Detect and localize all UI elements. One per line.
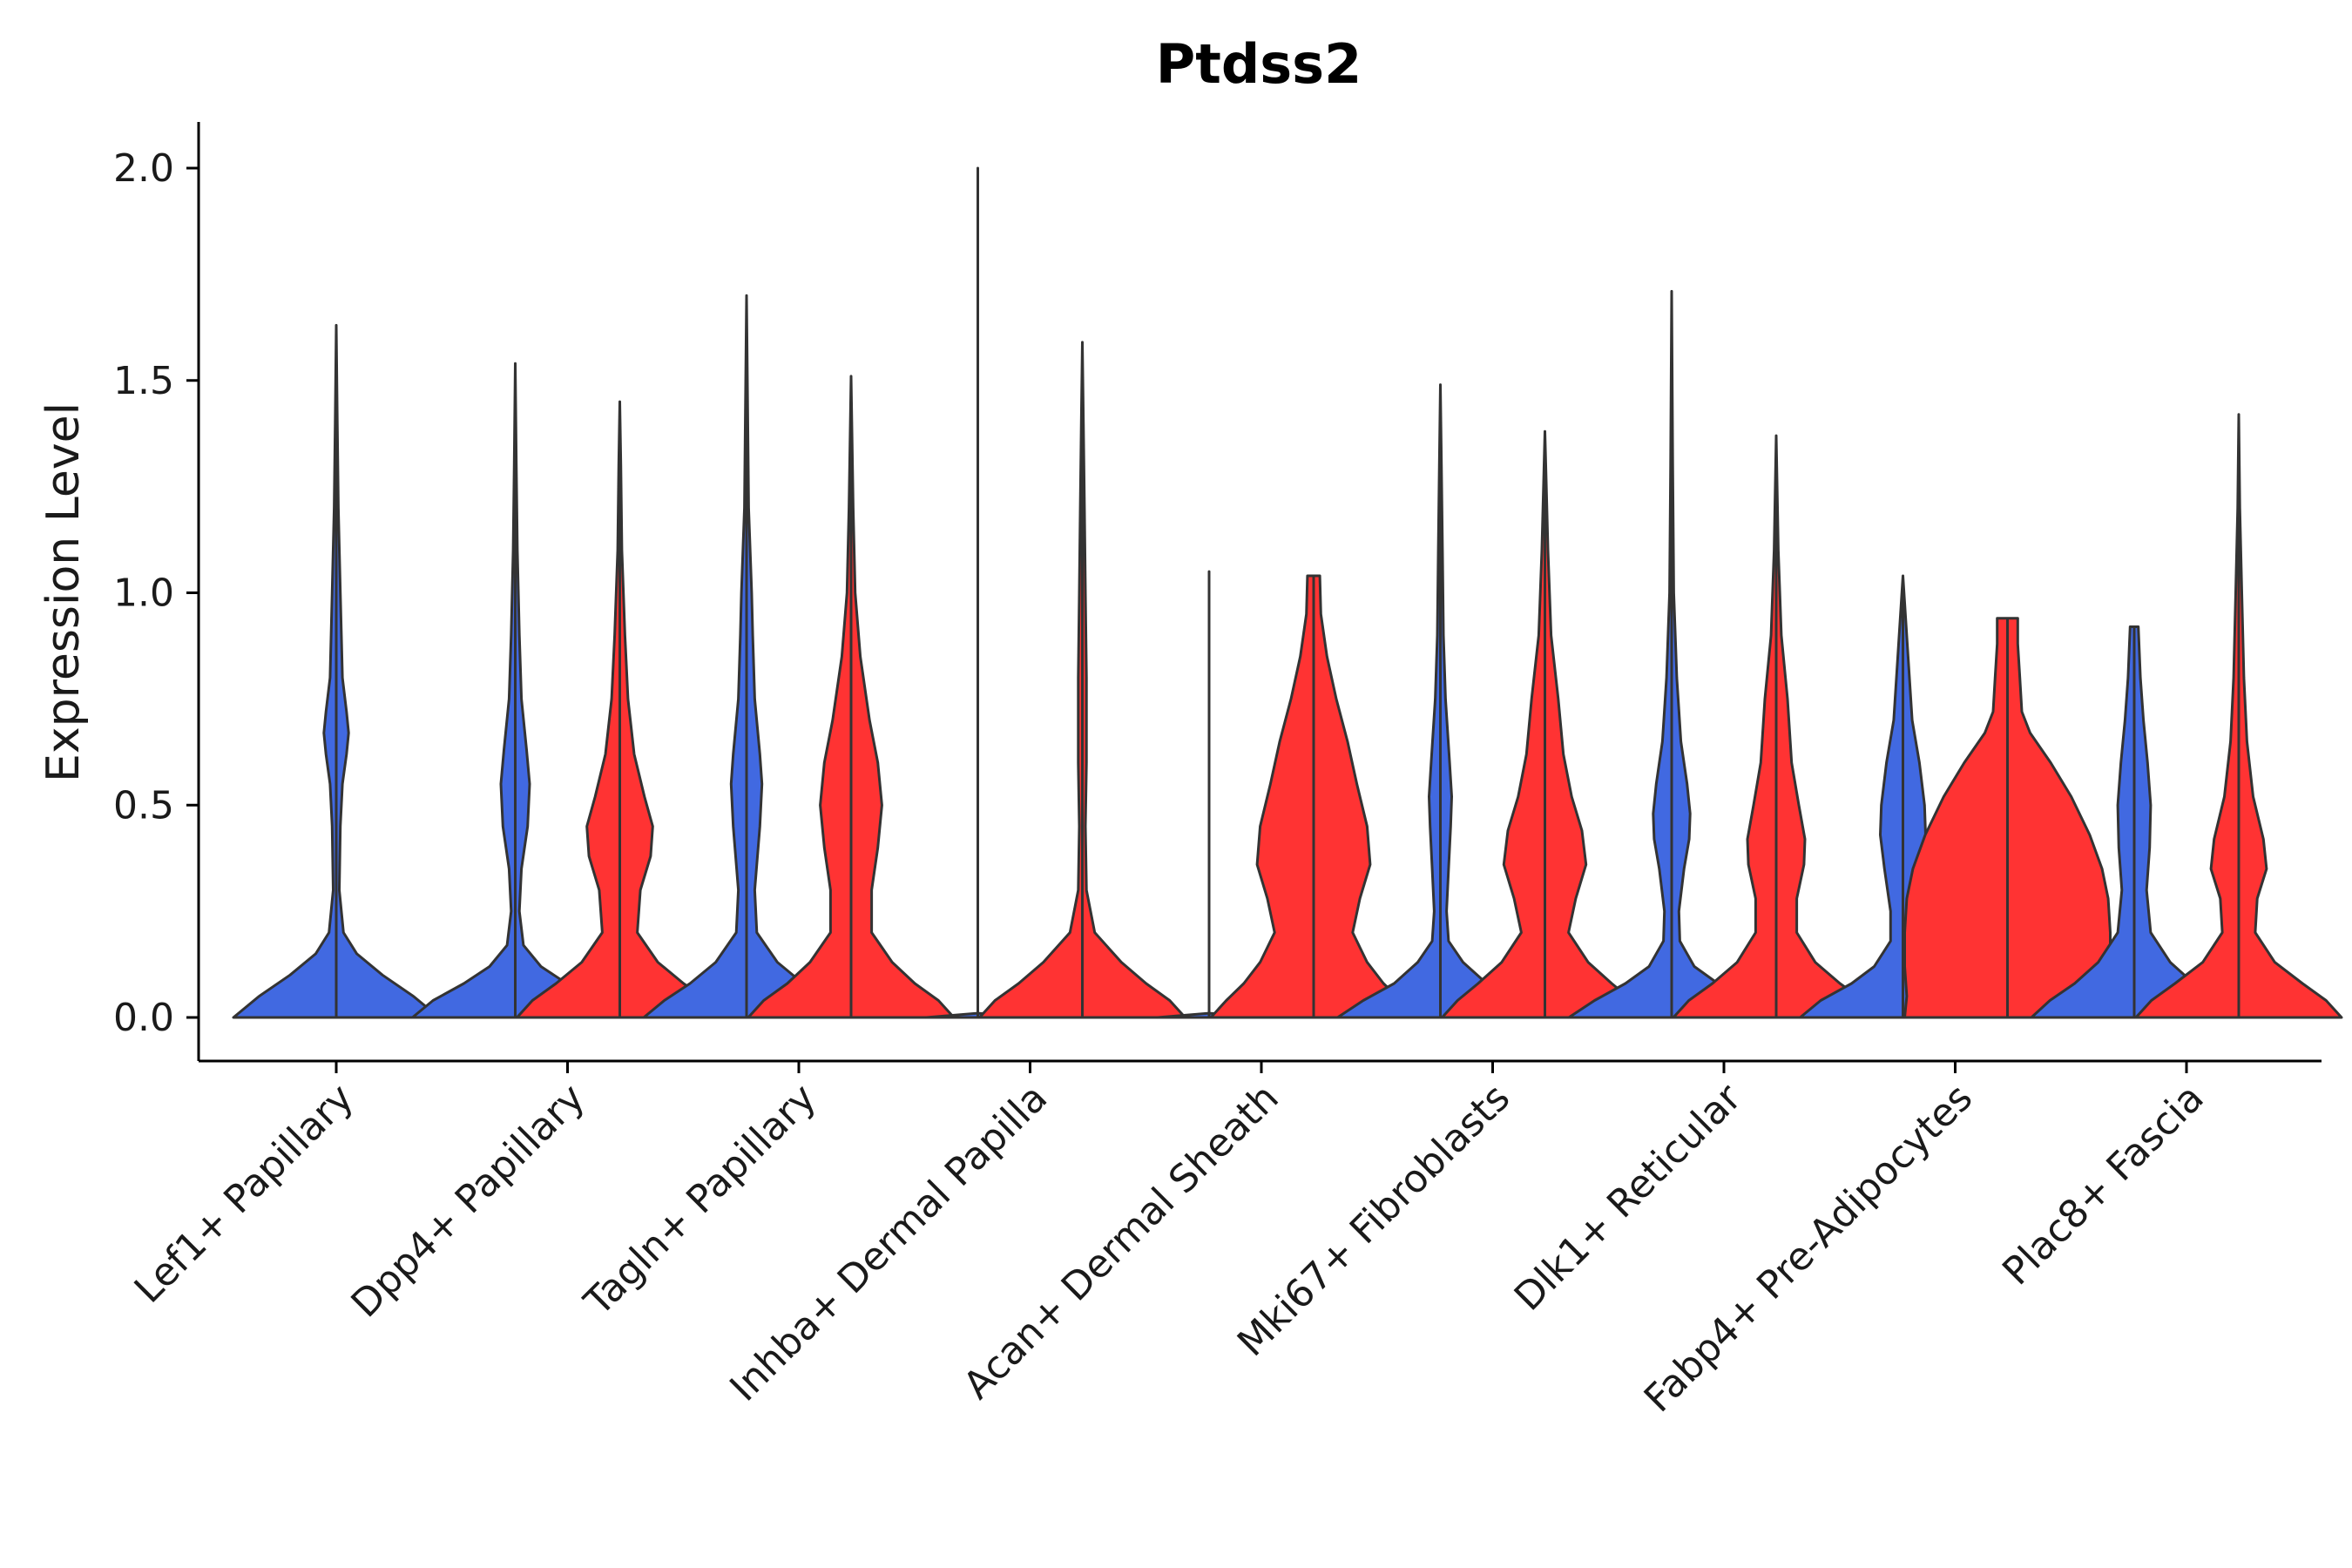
x-tick-label: Dpp4+ Papillary — [343, 1076, 594, 1327]
y-axis-label: Expression Level — [37, 402, 90, 782]
x-tick-label: Lef1+ Papillary — [126, 1076, 362, 1312]
x-tick-label: Plac8+ Fascia — [1994, 1076, 2213, 1294]
x-tick-label: Tagln+ Papillary — [576, 1076, 825, 1325]
y-tick-label: 1.0 — [113, 571, 174, 616]
y-tick-label: 1.5 — [113, 359, 174, 403]
y-tick-label: 0.0 — [113, 996, 174, 1040]
violins-layer — [232, 166, 2343, 1019]
x-tick-label: Dlk1+ Reticular — [1506, 1075, 1751, 1320]
y-tick-label: 0.5 — [113, 783, 174, 828]
y-tick-label: 2.0 — [113, 146, 174, 191]
chart-title: Ptdss2 — [1156, 32, 1362, 96]
y-axis: 0.0 0.5 1.0 1.5 2.0 — [113, 122, 200, 1061]
